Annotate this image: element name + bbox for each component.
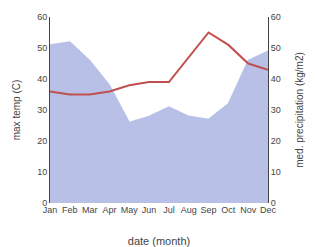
svg-text:20: 20 (271, 136, 281, 146)
svg-text:20: 20 (37, 136, 47, 146)
svg-text:30: 30 (37, 105, 47, 115)
svg-text:Jun: Jun (142, 205, 157, 215)
svg-text:Jan: Jan (43, 205, 58, 215)
svg-text:Nov: Nov (240, 205, 257, 215)
svg-text:50: 50 (37, 43, 47, 53)
svg-text:Feb: Feb (62, 205, 78, 215)
svg-text:May: May (121, 205, 139, 215)
svg-text:0: 0 (271, 198, 276, 208)
svg-text:50: 50 (271, 43, 281, 53)
svg-text:10: 10 (37, 167, 47, 177)
svg-text:10: 10 (271, 167, 281, 177)
svg-text:med. precipitation (kg/m2): med. precipitation (kg/m2) (294, 52, 305, 168)
svg-text:60: 60 (37, 12, 47, 22)
svg-text:Jul: Jul (163, 205, 175, 215)
svg-text:30: 30 (271, 105, 281, 115)
svg-text:60: 60 (271, 12, 281, 22)
svg-text:40: 40 (37, 74, 47, 84)
svg-text:Aug: Aug (181, 205, 197, 215)
svg-text:Oct: Oct (221, 205, 236, 215)
svg-text:date (month): date (month) (128, 235, 190, 247)
svg-text:0: 0 (42, 198, 47, 208)
svg-text:Mar: Mar (82, 205, 98, 215)
svg-text:Sep: Sep (201, 205, 217, 215)
svg-text:max temp (C): max temp (C) (11, 80, 22, 141)
svg-text:40: 40 (271, 74, 281, 84)
svg-text:Apr: Apr (102, 205, 116, 215)
svg-text:Dec: Dec (260, 205, 277, 215)
